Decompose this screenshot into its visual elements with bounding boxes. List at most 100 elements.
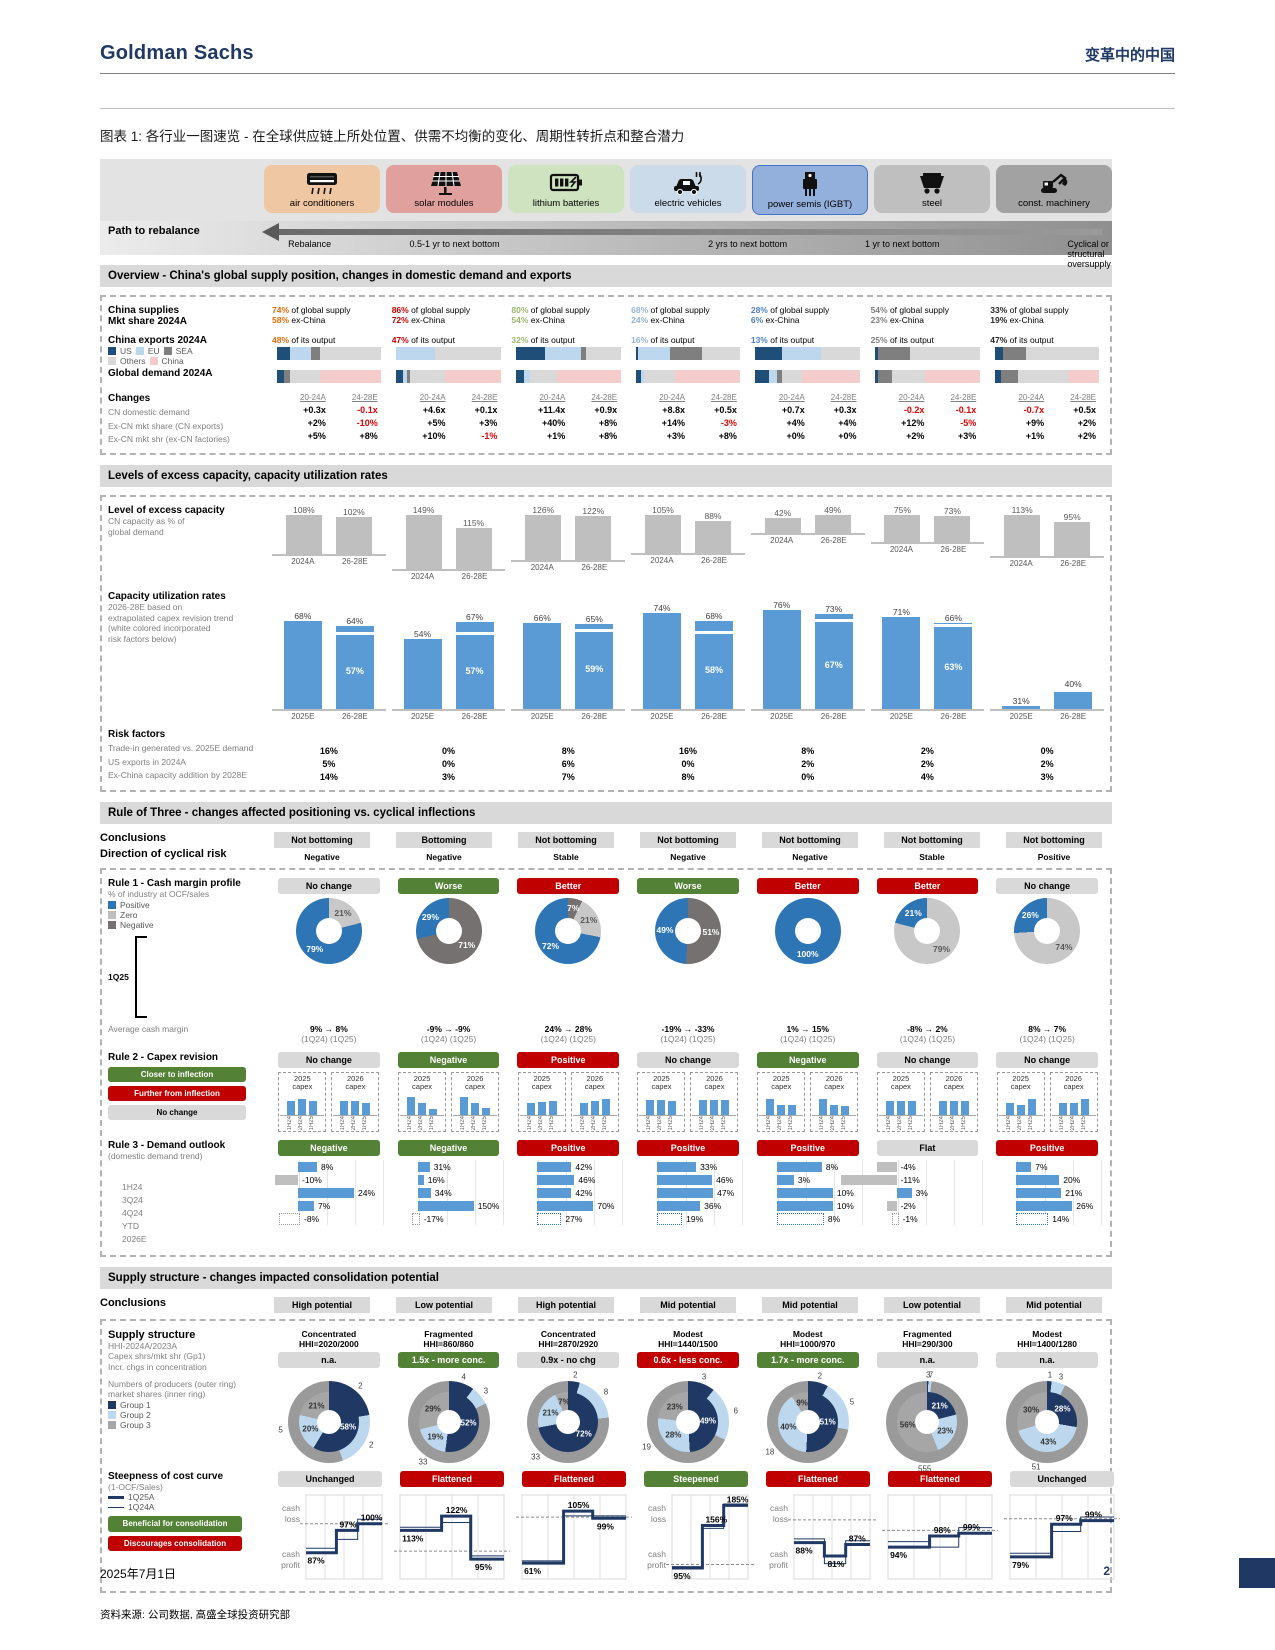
bar-seg-others bbox=[1026, 347, 1100, 360]
rule3-badge: Positive bbox=[756, 1140, 859, 1157]
changes-col-header: 20-24A bbox=[659, 393, 685, 402]
changes-values: +14% -3% bbox=[631, 418, 745, 428]
util-x: 2025E 26-28E bbox=[751, 712, 865, 721]
excess-value: 149% bbox=[412, 504, 435, 515]
rule1-cell: Better 79% 21% bbox=[871, 877, 985, 964]
section-rule-bar: Rule of Three - changes affected positio… bbox=[100, 801, 1112, 824]
cost-label-cell: Steepness of cost curve (1-OCF/Sales) 1Q25… bbox=[108, 1471, 266, 1551]
cost-point-label: 97% bbox=[1056, 1513, 1073, 1523]
rule2-cell: No change 2025 capex 1H24 2H24 1H25 2026 capex 1… bbox=[871, 1052, 985, 1133]
path-stop: Cyclical or structural oversupply bbox=[1067, 239, 1111, 269]
ac-icon bbox=[266, 170, 378, 196]
x-label: 2024A bbox=[650, 555, 674, 565]
util-bar-wrap: 66% 63% bbox=[934, 613, 973, 709]
t2: capex bbox=[412, 1082, 433, 1091]
risk-adjusted-line bbox=[575, 629, 614, 632]
capex-x-labels: 1H24 2H24 1H25 bbox=[759, 1116, 803, 1130]
conclusion-chip: Not bottoming bbox=[1006, 831, 1102, 848]
demand-row: 7% bbox=[272, 1199, 386, 1212]
demand-bar bbox=[537, 1212, 562, 1225]
bar-seg-eu bbox=[637, 347, 671, 360]
demand-row: 31% bbox=[392, 1160, 506, 1173]
util-bar-wrap: 65% 59% bbox=[575, 614, 614, 709]
risk-cell: 16% 5% 14% bbox=[272, 729, 386, 782]
util-bar bbox=[283, 620, 322, 709]
demand-value: 8% bbox=[321, 1161, 334, 1172]
producer-count: 33 bbox=[531, 1452, 541, 1462]
export-destination-bar bbox=[635, 347, 741, 360]
excess-cell: 105% 88% 2024A 26-28E bbox=[631, 505, 745, 565]
excess-x: 2024A 26-28E bbox=[392, 572, 506, 581]
excess-bar-wrap: 105% bbox=[644, 505, 681, 553]
excess-bar-wrap: 75% bbox=[884, 505, 921, 542]
change-value: +11.4x bbox=[538, 405, 566, 415]
rule3-badge: Negative bbox=[397, 1140, 500, 1157]
conclusion-chip: Not bottoming bbox=[884, 831, 980, 848]
util-x: 2025E 26-28E bbox=[631, 712, 745, 721]
util-bar bbox=[1054, 688, 1093, 709]
demand-chart: 31% 16% 34% 150% -17% bbox=[391, 1160, 506, 1226]
capex-boxes: 2025 capex 1H24 2H24 1H25 2026 capex 1H24 2H24 1H… bbox=[272, 1072, 386, 1133]
capex-x-label: 1H25 bbox=[1080, 1115, 1087, 1131]
cost-point-label: 98% bbox=[934, 1525, 951, 1535]
demand-bar bbox=[417, 1187, 431, 1198]
exchina-pct: 19% bbox=[990, 315, 1008, 325]
demand-bar bbox=[417, 1200, 474, 1211]
donut-label: 7% bbox=[567, 903, 580, 914]
exchina-pct: 58% bbox=[272, 315, 290, 325]
x-label: 26-28E bbox=[820, 535, 847, 545]
bar-seg-sea bbox=[777, 370, 782, 383]
spacer bbox=[751, 729, 865, 743]
util-cell: 66% 65% 59% 2025E 26-28E bbox=[511, 591, 626, 721]
content: Goldman Sachs 变革中的中国 图表 1: 各行业一图速览 - 在全球… bbox=[100, 0, 1175, 1622]
capex-x-label: 1H24 bbox=[646, 1115, 653, 1131]
capex-box: 2025 capex 1H24 2H24 1H25 bbox=[757, 1072, 806, 1133]
producer-ring: 2 5 18 51% 40% 9% bbox=[765, 1372, 854, 1463]
bar-seg-china bbox=[675, 370, 741, 383]
bar-seg-china bbox=[445, 370, 501, 383]
demand-value: 8% bbox=[827, 1213, 841, 1224]
grid-row: Capacity utilization rates 2026-28E based… bbox=[108, 591, 1104, 721]
bar-seg-us bbox=[635, 347, 638, 360]
util-bar-wrap: 64% 57% bbox=[335, 616, 374, 709]
capex-bar bbox=[788, 1104, 797, 1115]
t2: capex bbox=[704, 1082, 725, 1091]
supply-conclusion-chip: High potential bbox=[518, 1296, 614, 1313]
capex-x-label: 1H25 bbox=[482, 1115, 489, 1131]
rule3-cell: Positive 42% 46% 42% 70% 27% bbox=[511, 1140, 626, 1226]
share-ring: 72% 21% 7% bbox=[538, 1391, 599, 1452]
changes-col-header: 24-28E bbox=[471, 393, 498, 402]
rule2-badge: No change bbox=[996, 1052, 1098, 1069]
rule2-cell: Negative 2025 capex 1H24 2H24 1H25 2026 capex 1H… bbox=[392, 1052, 506, 1133]
util-bar: 59% bbox=[575, 623, 614, 709]
changes-col-header: 20-24A bbox=[898, 393, 925, 402]
concentration-badge: 1.5x - more conc. bbox=[397, 1351, 500, 1368]
util-bars: 76% 73% 67% bbox=[750, 591, 865, 711]
capex-boxes: 2025 capex 1H24 2H24 1H25 2026 capex 1H24 2H24 1H… bbox=[751, 1072, 865, 1133]
supply-label-cell: Supply structure HHI-2024A/2023A Capex shr… bbox=[108, 1329, 266, 1373]
rule1-cell: No change 21% 79% bbox=[272, 877, 386, 964]
x-label: 26-28E bbox=[940, 711, 967, 721]
changes-label-cell: Changes CN domestic demand Ex-CN mkt share… bbox=[108, 393, 266, 445]
excess-bar-wrap: 126% bbox=[525, 505, 562, 560]
china-swatch bbox=[149, 357, 158, 365]
changes-col-headers: 20-24A 24-28E bbox=[392, 393, 506, 402]
rule1-cell: No change 74% 26% bbox=[990, 877, 1104, 964]
capex-x-label: 2H24 bbox=[351, 1115, 358, 1131]
demand-value: 24% bbox=[358, 1187, 376, 1198]
bar-seg-others bbox=[320, 347, 382, 360]
exports-pct: 47% bbox=[990, 335, 1008, 345]
direction-value: Negative bbox=[792, 851, 828, 862]
util-sub: risk factors below) bbox=[108, 633, 177, 644]
export-destination-bar bbox=[994, 347, 1100, 360]
capex-x-labels: 1H24 2H24 1H25 bbox=[639, 1116, 683, 1130]
demand-row: 46% bbox=[631, 1173, 745, 1186]
group-label: Group 3 bbox=[120, 1419, 151, 1430]
capex-x-label: 2H24 bbox=[949, 1115, 956, 1131]
page-number: 2 bbox=[1103, 1564, 1110, 1578]
rule2-cell: No change 2025 capex 1H24 2H24 1H25 2026 capex 1… bbox=[272, 1052, 386, 1133]
exports-pct: 47% bbox=[391, 335, 409, 345]
changes-values: +5% +8% bbox=[272, 431, 386, 441]
capex-bar bbox=[960, 1100, 969, 1115]
capex-x-label: 2H24 bbox=[590, 1115, 597, 1131]
